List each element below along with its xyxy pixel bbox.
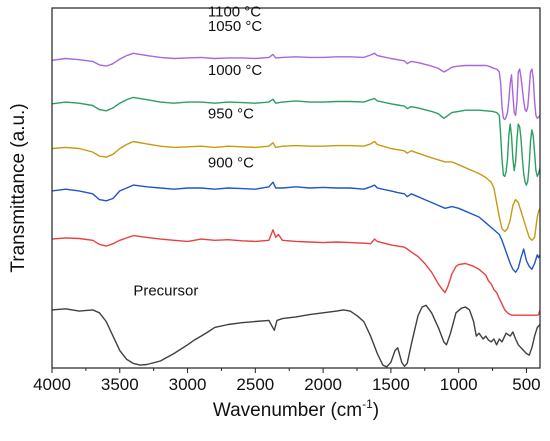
series-line-2 xyxy=(52,181,540,273)
y-axis-title: Transmittance (a.u.) xyxy=(8,103,29,272)
x-tick-label: 3000 xyxy=(169,375,207,394)
series-label-0: Precursor xyxy=(133,282,198,299)
x-tick-label: 4000 xyxy=(33,375,71,394)
x-tick-label: 3500 xyxy=(101,375,139,394)
series-label-4: 1050 °C xyxy=(208,18,263,35)
x-tick-label: 1000 xyxy=(440,375,478,394)
series-line-1 xyxy=(52,229,540,316)
x-tick-label: 1500 xyxy=(372,375,410,394)
series-line-4 xyxy=(52,96,540,186)
x-tick-label: 2000 xyxy=(304,375,342,394)
series-label-1: 900 °C xyxy=(208,155,254,172)
series-label-3: 1000 °C xyxy=(208,62,263,79)
x-axis-ticks: 4000 3500 3000 2500 2000 1500 1000 500 xyxy=(33,368,541,394)
series-line-3 xyxy=(52,140,540,241)
x-axis-title: Wavenumber (cm-1) xyxy=(213,397,379,421)
series-line-5 xyxy=(52,52,540,121)
series-line-0 xyxy=(52,304,540,368)
x-tick-label: 500 xyxy=(512,375,540,394)
series-label-2: 950 °C xyxy=(208,105,254,122)
series-labels: Precursor 900 °C 950 °C 1000 °C 1050 °C1100 … xyxy=(133,4,262,300)
x-tick-label: 2500 xyxy=(236,375,274,394)
plot-frame xyxy=(51,7,541,369)
series-group xyxy=(52,52,540,368)
series-label-5: 1100 °C xyxy=(208,4,261,21)
